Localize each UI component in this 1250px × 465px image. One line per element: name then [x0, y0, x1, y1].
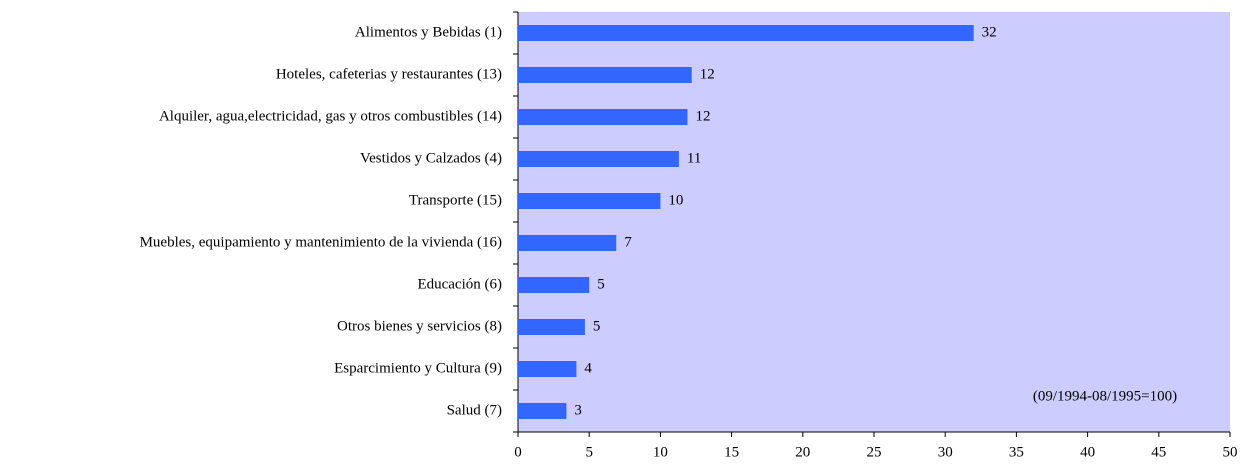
y-tick-label: Transporte (15)	[409, 192, 502, 208]
data-label: 4	[584, 360, 592, 376]
data-label: 11	[687, 150, 701, 166]
x-tick-label: 20	[795, 444, 810, 460]
y-tick-label: Educación (6)	[417, 276, 502, 292]
x-tick-label: 25	[867, 444, 882, 460]
y-tick-label: Salud (7)	[447, 402, 502, 418]
y-tick-label: Hoteles, cafeterias y restaurantes (13)	[276, 66, 502, 82]
bar	[518, 403, 567, 419]
x-tick-label: 35	[1009, 444, 1024, 460]
data-label: 12	[695, 108, 710, 124]
data-label: 32	[982, 24, 997, 40]
bar	[518, 67, 692, 83]
bar	[518, 151, 679, 167]
x-tick-label: 0	[514, 444, 522, 460]
bar	[518, 25, 974, 41]
x-tick-label: 45	[1151, 444, 1166, 460]
bar	[518, 319, 585, 335]
bar	[518, 193, 661, 209]
y-tick-label: Esparcimiento y Cultura (9)	[334, 360, 502, 376]
y-tick-label: Otros bienes y servicios (8)	[337, 318, 502, 334]
y-tick-label: Alquiler, agua,electricidad, gas y otros…	[159, 108, 502, 124]
data-label: 5	[593, 318, 601, 334]
bar	[518, 277, 590, 293]
y-tick-label: Alimentos y Bebidas (1)	[355, 24, 502, 40]
x-tick-label: 5	[585, 444, 593, 460]
data-label: 3	[574, 402, 582, 418]
y-tick-label: Muebles, equipamiento y mantenimiento de…	[140, 234, 502, 250]
x-tick-label: 50	[1223, 444, 1238, 460]
data-label: 12	[700, 66, 715, 82]
x-tick-label: 10	[653, 444, 668, 460]
annotation: (09/1994-08/1995=100)	[1033, 388, 1177, 404]
y-tick-label: Vestidos y Calzados (4)	[360, 150, 502, 166]
bar	[518, 361, 577, 377]
data-label: 5	[597, 276, 605, 292]
x-tick-label: 40	[1080, 444, 1095, 460]
x-tick-label: 15	[724, 444, 739, 460]
data-label: 7	[624, 234, 632, 250]
bar	[518, 109, 688, 125]
bar	[518, 235, 617, 251]
x-tick-label: 30	[938, 444, 953, 460]
data-label: 10	[668, 192, 683, 208]
